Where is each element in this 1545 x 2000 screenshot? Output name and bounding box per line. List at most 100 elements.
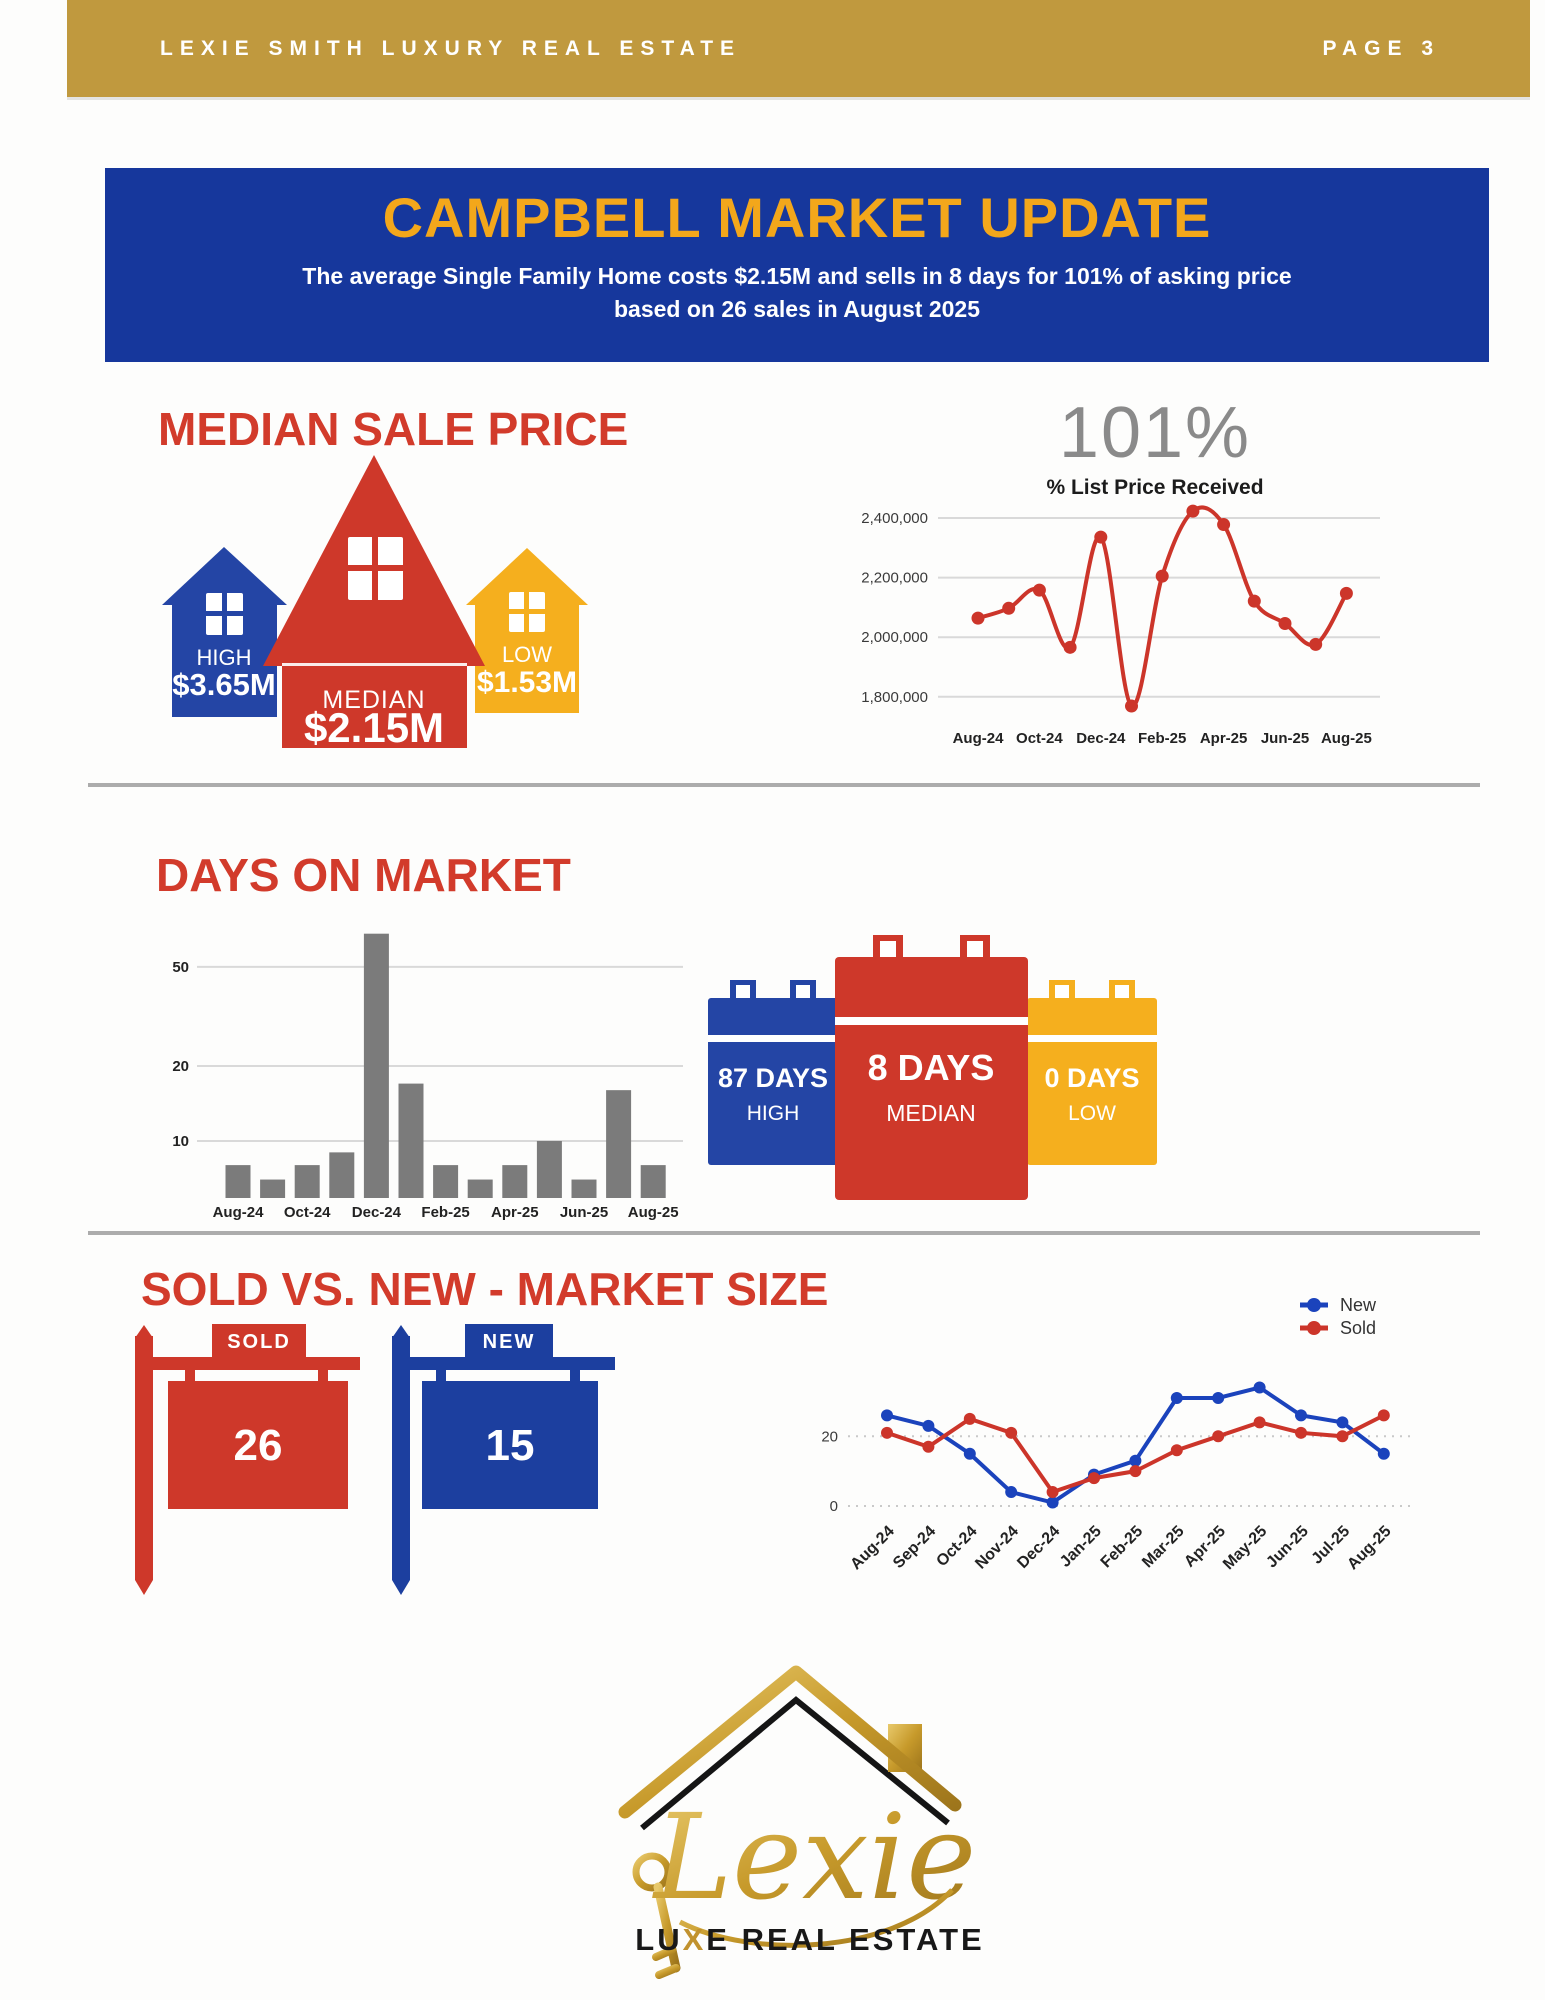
sign-plate <box>465 1324 553 1357</box>
banner-subtitle: The average Single Family Home costs $2.… <box>105 260 1489 326</box>
logo-wordmark-suffix: E REAL ESTATE <box>706 1922 985 1957</box>
svg-text:Dec-24: Dec-24 <box>352 1204 402 1221</box>
list-price-stat: 101% % List Price Received <box>830 392 1480 500</box>
house-seam <box>282 663 467 666</box>
days-calendars: 87 DAYS HIGH 8 DAYS MEDIAN 0 DAYS LOW <box>700 930 1165 1205</box>
sign-panel <box>168 1381 348 1509</box>
page-number: PAGE 3 <box>1322 36 1440 60</box>
svg-text:Oct-24: Oct-24 <box>1016 730 1063 747</box>
sign-sold: SOLD 26 <box>135 1324 360 1595</box>
section-divider <box>88 1231 1480 1235</box>
svg-text:Jun-25: Jun-25 <box>560 1204 608 1221</box>
logo-wordmark-x: X <box>682 1922 707 1957</box>
house-value: $2.15M <box>304 704 444 748</box>
header-band: LEXIE SMITH LUXURY REAL ESTATE PAGE 3 <box>67 0 1530 97</box>
chart-sold-vs-new: 200Aug-24Sep-24Oct-24Nov-24Dec-24Jan-25F… <box>821 1295 1415 1573</box>
calendar-label: LOW <box>1068 1102 1116 1125</box>
sign-post <box>135 1325 153 1338</box>
roof-inner-line <box>640 1696 950 1831</box>
svg-text:20: 20 <box>172 1058 189 1075</box>
sign-value: 15 <box>486 1421 535 1470</box>
chart-days-on-market: 50 20 10 Aug-24 Oct-24 Dec-24 Feb-25 Apr-25 Jun-… <box>172 933 683 1221</box>
window-icon <box>206 593 243 635</box>
svg-text:2,000,000: 2,000,000 <box>861 629 928 646</box>
house-roof <box>466 548 588 605</box>
sign-post <box>392 1336 410 1580</box>
house-value: $1.53M <box>477 666 577 699</box>
sign-hook <box>318 1370 328 1382</box>
calendar-value: 8 DAYS <box>868 1047 995 1088</box>
key-icon <box>632 1852 681 1979</box>
stat-percent: 101% <box>1058 393 1252 473</box>
logo-wordmark: LUXE REAL ESTATE <box>600 1922 1020 1958</box>
svg-text:20: 20 <box>821 1428 838 1445</box>
svg-text:Sep-24: Sep-24 <box>890 1523 939 1572</box>
sign-post <box>392 1580 410 1595</box>
sign-panel <box>422 1381 598 1509</box>
svg-text:Aug-24: Aug-24 <box>847 1523 897 1573</box>
section-divider <box>88 783 1480 787</box>
svg-text:Aug-24: Aug-24 <box>213 1204 264 1221</box>
svg-text:Apr-25: Apr-25 <box>1200 730 1248 747</box>
calendar-stripe <box>708 1035 838 1042</box>
house-median: MEDIAN $2.15M <box>263 455 485 748</box>
svg-text:Dec-24: Dec-24 <box>1014 1523 1063 1572</box>
logo-flourish <box>678 1888 954 1948</box>
window-icon <box>348 537 403 600</box>
banner-subtitle-line1: The average Single Family Home costs $2.… <box>302 263 1292 289</box>
logo: Lexie <box>618 1665 976 1979</box>
svg-text:Aug-24: Aug-24 <box>953 730 1004 747</box>
house-label: LOW <box>502 642 552 667</box>
svg-text:Feb-25: Feb-25 <box>1138 730 1186 747</box>
sign-plate-label: SOLD <box>227 1331 291 1353</box>
svg-text:Nov-24: Nov-24 <box>972 1523 1022 1573</box>
calendar-value: 0 DAYS <box>1044 1063 1139 1093</box>
svg-text:Mar-25: Mar-25 <box>1139 1523 1188 1572</box>
house-roof <box>162 547 287 605</box>
svg-text:Jun-25: Jun-25 <box>1263 1523 1312 1572</box>
sign-crossbar <box>135 1357 360 1370</box>
svg-text:Oct-24: Oct-24 <box>284 1204 331 1221</box>
heading-days-on-market: DAYS ON MARKET <box>156 849 571 901</box>
heading-sold-vs-new: SOLD VS. NEW - MARKET SIZE <box>141 1263 829 1315</box>
heading-median-sale-price: MEDIAN SALE PRICE <box>158 403 629 455</box>
sign-value: 26 <box>234 1421 283 1470</box>
house-value: $3.65M <box>172 667 275 702</box>
svg-text:Dec-24: Dec-24 <box>1076 730 1126 747</box>
banner-subtitle-line2: based on 26 sales in August 2025 <box>613 296 980 322</box>
calendar-high: 87 DAYS HIGH <box>708 980 838 1165</box>
chart-list-price: 2,400,000 2,200,000 2,000,000 1,800,000 Aug-… <box>861 504 1380 747</box>
calendar-value: 87 DAYS <box>718 1063 828 1093</box>
calendar-stripe <box>1027 1035 1157 1042</box>
svg-text:Sold: Sold <box>1340 1318 1376 1338</box>
house-label: HIGH <box>197 645 252 670</box>
svg-text:Jan-25: Jan-25 <box>1057 1523 1105 1571</box>
banner: CAMPBELL MARKET UPDATE The average Singl… <box>105 168 1489 362</box>
window-icon <box>509 592 545 632</box>
svg-text:Feb-25: Feb-25 <box>421 1204 469 1221</box>
sign-post <box>392 1325 410 1338</box>
sign-hook <box>570 1370 580 1382</box>
svg-text:50: 50 <box>172 959 189 976</box>
svg-text:10: 10 <box>172 1133 189 1150</box>
calendar-label: MEDIAN <box>886 1100 975 1126</box>
calendar-label: HIGH <box>747 1102 800 1125</box>
stat-label: % List Price Received <box>1046 476 1264 499</box>
house-low: LOW $1.53M <box>466 548 588 713</box>
house-body <box>282 660 467 748</box>
svg-text:1,800,000: 1,800,000 <box>861 689 928 706</box>
sign-plate <box>212 1324 306 1357</box>
svg-text:May-25: May-25 <box>1220 1523 1270 1573</box>
sign-post <box>135 1580 153 1595</box>
calendar-low: 0 DAYS LOW <box>1027 980 1157 1165</box>
svg-text:0: 0 <box>830 1498 838 1515</box>
logo-wordmark-prefix: LU <box>635 1922 683 1957</box>
svg-text:2,400,000: 2,400,000 <box>861 510 928 527</box>
banner-title: CAMPBELL MARKET UPDATE <box>382 186 1212 249</box>
svg-text:Aug-25: Aug-25 <box>1321 730 1372 747</box>
sign-hook <box>436 1370 446 1382</box>
sign-plate-label: NEW <box>483 1331 536 1353</box>
sign-crossbar <box>392 1357 615 1370</box>
svg-text:Aug-25: Aug-25 <box>628 1204 679 1221</box>
sign-hook <box>185 1370 195 1382</box>
